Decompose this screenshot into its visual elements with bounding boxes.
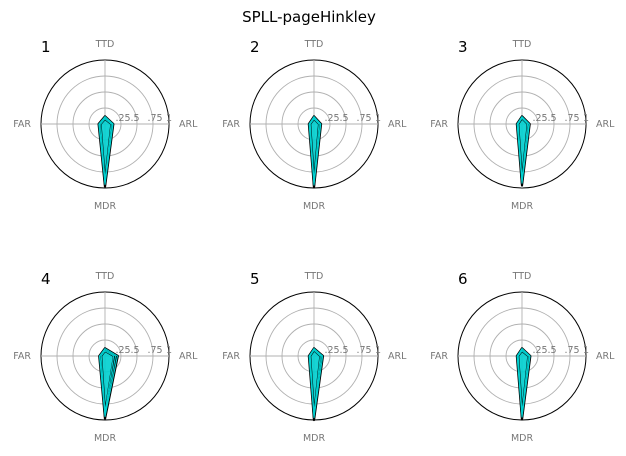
axis-label-far: FAR [13, 119, 31, 130]
axis-label-ttd: TTD [512, 271, 532, 282]
radial-tick-label: .75 [147, 345, 162, 356]
axis-label-arl: ARL [179, 119, 198, 130]
series-outline [100, 350, 115, 412]
radial-tick-label: .5 [547, 345, 556, 356]
radial-tick-label: 1 [583, 113, 589, 124]
series-outline [517, 349, 530, 416]
series-outline [98, 117, 113, 184]
panel-label: 2 [250, 38, 260, 56]
axis-label-far: FAR [430, 119, 448, 130]
radial-tick-label: .5 [130, 113, 139, 124]
axis-label-arl: ARL [596, 351, 615, 362]
axis-label-mdr: MDR [511, 201, 534, 212]
axis-label-arl: ARL [179, 351, 198, 362]
radar-panel-5: .25.5 .75 1 TTD ARL MDR FAR 5 [222, 270, 407, 444]
radial-tick-label: .75 [564, 113, 579, 124]
axis-label-mdr: MDR [511, 433, 534, 444]
radial-tick-label: .5 [130, 345, 139, 356]
radar-panel-4: .25.5 .75 1 TTD ARL MDR FAR 4 [13, 270, 198, 444]
radial-tick-label: .75 [356, 113, 371, 124]
axis-label-ttd: TTD [95, 39, 115, 50]
radial-tick-label: .25 [115, 345, 130, 356]
series-outline [99, 349, 117, 416]
radial-tick-label: .5 [547, 113, 556, 124]
axis-label-arl: ARL [388, 351, 407, 362]
radial-tick-label: .25 [324, 113, 339, 124]
series-outline [100, 118, 112, 180]
series-outline [98, 115, 114, 185]
radar-panel-1: .25.5 .75 1 TTD ARL MDR FAR 1 [13, 38, 198, 212]
radial-tick-label: .5 [339, 345, 348, 356]
series-outline [309, 118, 320, 181]
series-outline [309, 348, 322, 417]
axis-label-arl: ARL [388, 119, 407, 130]
series-outline [517, 116, 530, 182]
axis-label-ttd: TTD [304, 271, 324, 282]
series-outline [309, 117, 321, 184]
series-outline [517, 350, 529, 413]
radial-tick-label: 1 [375, 345, 381, 356]
radial-tick-label: 1 [375, 113, 381, 124]
radial-tick-label: .75 [356, 345, 371, 356]
axis-label-far: FAR [222, 119, 240, 130]
radar-panel-3: .25.5 .75 1 TTD ARL MDR FAR 3 [430, 38, 615, 212]
series-outline [517, 117, 529, 179]
radial-tick-label: .75 [564, 345, 579, 356]
axis-label-mdr: MDR [303, 433, 326, 444]
chart-title: SPLL-pageHinkley [242, 8, 376, 26]
series-outline [308, 115, 322, 186]
radial-tick-label: .5 [339, 113, 348, 124]
axis-label-ttd: TTD [95, 271, 115, 282]
radial-tick-label: .25 [324, 345, 339, 356]
axis-label-arl: ARL [596, 119, 615, 130]
radar-panel-2: .25.5 .75 1 TTD ARL MDR FAR 2 [222, 38, 407, 212]
axis-label-mdr: MDR [94, 433, 117, 444]
radial-tick-label: 1 [166, 345, 172, 356]
series-outline [516, 347, 531, 418]
radial-tick-label: .25 [115, 113, 130, 124]
series-outline [98, 347, 118, 417]
series-outline [309, 349, 321, 414]
radial-tick-label: .75 [147, 113, 162, 124]
panel-label: 5 [250, 270, 260, 288]
panel-label: 3 [458, 38, 468, 56]
radar-panel-6: .25.5 .75 1 TTD ARL MDR FAR 6 [430, 270, 615, 444]
axis-label-mdr: MDR [303, 201, 326, 212]
axis-label-far: FAR [222, 351, 240, 362]
radial-tick-label: .25 [532, 113, 547, 124]
radial-tick-label: .25 [532, 345, 547, 356]
axis-label-far: FAR [13, 351, 31, 362]
axis-label-ttd: TTD [304, 39, 324, 50]
panel-label: 6 [458, 270, 468, 288]
panel-label: 1 [41, 38, 51, 56]
axis-label-mdr: MDR [94, 201, 117, 212]
axis-label-ttd: TTD [512, 39, 532, 50]
panel-label: 4 [41, 270, 51, 288]
axis-label-far: FAR [430, 351, 448, 362]
radial-tick-label: 1 [166, 113, 172, 124]
radial-tick-label: 1 [583, 345, 589, 356]
